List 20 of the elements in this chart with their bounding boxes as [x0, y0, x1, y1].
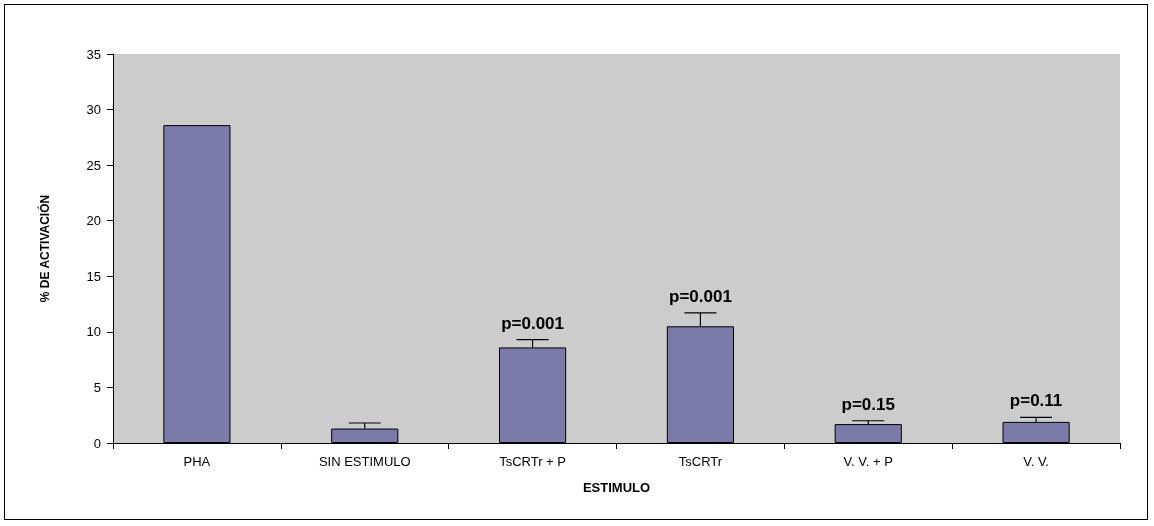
x-tick-label: V. V. + P — [843, 454, 893, 469]
y-tick-label: 10 — [86, 324, 101, 340]
annotation: p=0.15 — [841, 394, 895, 414]
x-tick-label: SIN ESTIMULO — [318, 454, 411, 469]
y-tick-label: 0 — [93, 435, 101, 451]
annotation: p=0.001 — [668, 286, 732, 306]
y-tick-label: 15 — [86, 268, 101, 284]
y-tick-label: 30 — [86, 102, 101, 118]
annotation: p=0.001 — [501, 313, 565, 333]
x-tick-label: V. V. — [1023, 454, 1049, 469]
x-tick-label: PHA — [183, 454, 211, 469]
x-tick-label: TsCRTr — [678, 454, 723, 469]
annotation: p=0.11 — [1009, 391, 1063, 411]
y-tick-label: 35 — [86, 46, 101, 62]
x-axis-title: ESTIMULO — [582, 480, 651, 495]
y-tick-label: 5 — [93, 379, 101, 395]
x-tick-label: TsCRTr + P — [499, 454, 566, 469]
y-axis-title: % DE ACTIVACIÓN — [37, 194, 52, 303]
y-tick-label: 20 — [86, 213, 101, 229]
y-tick-label: 25 — [86, 157, 101, 173]
